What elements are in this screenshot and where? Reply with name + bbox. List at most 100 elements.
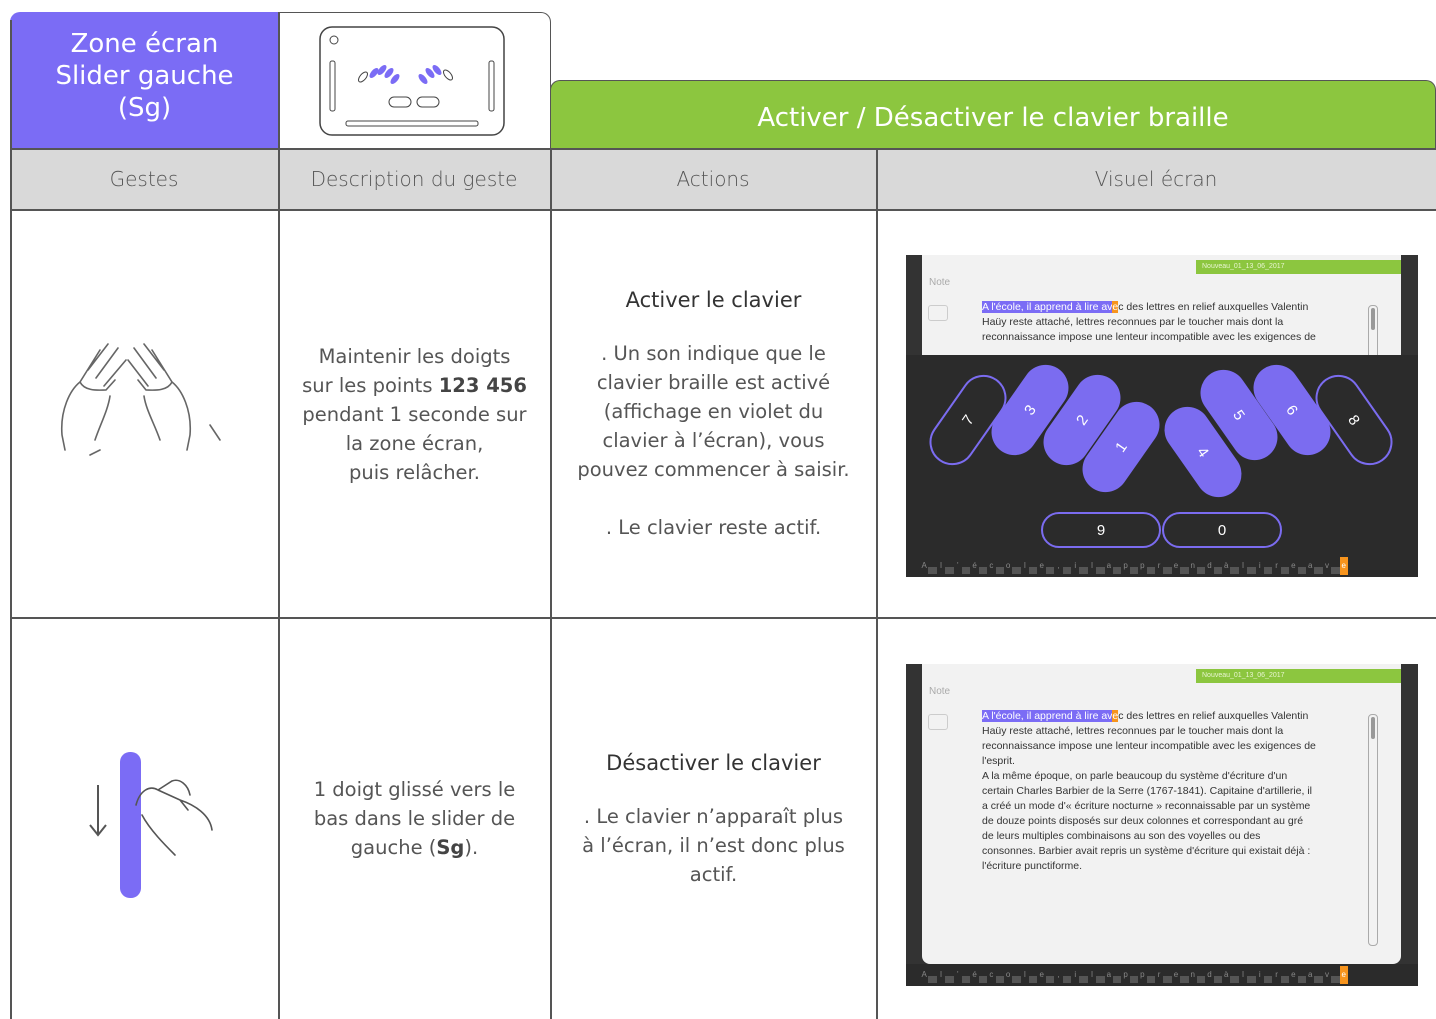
braille-space: [945, 975, 954, 983]
file-tab: Nouveau_01_13_06_2017: [1196, 669, 1401, 683]
column-header: Visuel écran: [1094, 167, 1218, 191]
braille-key: 0: [1162, 512, 1282, 548]
braille-cell: e: [1039, 970, 1044, 979]
description-cell: Maintenir les doigts sur les points 123 4…: [279, 210, 550, 618]
braille-space: [1112, 975, 1122, 983]
braille-space: [1297, 566, 1306, 574]
braille-cell: A: [921, 561, 927, 570]
two-hands-icon: [60, 343, 221, 456]
braille-cell: à: [1224, 561, 1229, 570]
action-line: clavier à l’écran), vous: [602, 429, 825, 452]
braille-cell: a: [1106, 561, 1112, 570]
paragraph-line: a créé un mode d'« écriture nocturne » r…: [982, 800, 1311, 812]
description-cell: 1 doigt glissé vers le bas dans le slider…: [279, 618, 550, 1019]
zone-title-cell: Zone écran Slider gauche (Sg): [10, 12, 279, 149]
braille-space: [1012, 566, 1021, 574]
braille-space: [928, 566, 937, 574]
braille-cell: r: [1275, 561, 1278, 570]
action-paragraph: . Le clavier n’apparaît plus à l’écran, i…: [582, 802, 845, 889]
paragraph-line: A la même époque, on parle beaucoup du s…: [982, 770, 1288, 782]
braille-space: [995, 566, 1004, 574]
braille-cell: c: [989, 561, 994, 570]
description-line: pendant 1 seconde sur: [302, 400, 526, 429]
braille-cell: v: [1324, 561, 1329, 570]
braille-space: [1045, 566, 1055, 574]
braille-space: [1163, 566, 1172, 574]
braille-space: [1079, 566, 1088, 574]
braille-space: [1096, 566, 1105, 574]
braille-cell: A: [921, 970, 927, 979]
braille-cell: i: [1074, 970, 1077, 979]
bold-text: Sg: [436, 836, 465, 859]
column-header: Actions: [676, 167, 750, 191]
paragraph-line: Haüy reste attaché, lettres reconnues pa…: [982, 316, 1284, 328]
braille-cell: p: [1123, 970, 1128, 979]
paragraph-line: Haüy reste attaché, lettres reconnues pa…: [982, 725, 1284, 737]
braille-space: [1079, 975, 1088, 983]
paragraph-line: l'esprit.: [982, 755, 1015, 767]
paragraph-line: de leurs multiples combinaisons au son d…: [982, 830, 1261, 842]
action-title: Activer le clavier: [625, 288, 802, 312]
braille-space: [1180, 975, 1189, 983]
highlight: A l'école, il apprend à lire av: [982, 710, 1113, 722]
braille-cell: e: [1291, 561, 1296, 570]
braille-cell: i: [1074, 561, 1077, 570]
action-paragraph: . Le clavier reste actif.: [606, 513, 821, 542]
braille-cell: i: [1258, 561, 1261, 570]
braille-space: [1314, 566, 1323, 574]
action-line: . Un son indique que le: [601, 342, 826, 365]
braille-space: [1331, 566, 1340, 574]
highlight: A l'école, il apprend à lire av: [982, 301, 1113, 313]
action-line: à l’écran, il n’est donc plus: [582, 833, 845, 857]
action-line: (affichage en violet du: [603, 400, 824, 423]
braille-bar: A l ' é c o l e , i l a p p r e n d à l …: [906, 964, 1418, 986]
screen-visual: Note Nouveau_01_13_06_2017 A l'école, il a…: [906, 255, 1418, 577]
braille-space: [1146, 975, 1155, 983]
braille-cell: r: [1157, 970, 1161, 979]
braille-space: [1280, 566, 1290, 574]
braille-cell: r: [1157, 561, 1161, 570]
paragraph-line: certain Charles Barbier de la Serre (176…: [982, 785, 1313, 797]
braille-cell: p: [1140, 561, 1145, 570]
braille-space: [1129, 566, 1139, 574]
column-header: Description du geste: [310, 167, 518, 191]
braille-cell: o: [1005, 970, 1011, 979]
braille-space: [1297, 975, 1306, 983]
braille-space: [978, 975, 988, 983]
braille-cell: ,: [1057, 561, 1060, 570]
braille-cell: n: [1190, 561, 1195, 570]
grid-line: [876, 148, 878, 1019]
text: Maintenir les doigts: [318, 344, 511, 368]
braille-space: [1062, 975, 1072, 983]
text: c des lettres en relief auxquelles Valen…: [1118, 710, 1309, 722]
braille-space: [1062, 566, 1072, 574]
note-label: Note: [929, 277, 951, 288]
grid-line: [10, 617, 1436, 619]
braille-cell: l: [1023, 970, 1026, 979]
braille-cell: ': [956, 561, 959, 570]
braille-space: [1163, 975, 1172, 983]
braille-space: [928, 975, 937, 983]
braille-cell: e: [1173, 561, 1179, 570]
braille-space: [1213, 566, 1223, 574]
text: pendant 1 seconde sur: [302, 402, 527, 426]
paragraph-line: A l'école, il apprend à lire avec des le…: [982, 709, 1382, 724]
braille-space: [978, 566, 988, 574]
note-icon: [928, 305, 948, 321]
braille-cell: d: [1207, 970, 1212, 979]
braille-cell: r: [1275, 970, 1278, 979]
braille-space: [1012, 975, 1021, 983]
slide-down-icon: [89, 752, 213, 898]
braille-space: [1112, 566, 1122, 574]
scroll-thumb: [1371, 308, 1375, 330]
braille-cell: o: [1005, 561, 1011, 570]
bold-text: 123 456: [438, 373, 527, 397]
banner: Activer / Désactiver le clavier braille: [550, 80, 1436, 149]
file-tab: Nouveau_01_13_06_2017: [1196, 260, 1401, 274]
paragraph: A l'école, il apprend à lire avec des le…: [982, 709, 1382, 874]
braille-space: [1180, 566, 1189, 574]
scrollbar: [1368, 714, 1378, 946]
braille-cell: e: [1039, 561, 1044, 570]
description-line: puis relâcher.: [349, 458, 480, 487]
